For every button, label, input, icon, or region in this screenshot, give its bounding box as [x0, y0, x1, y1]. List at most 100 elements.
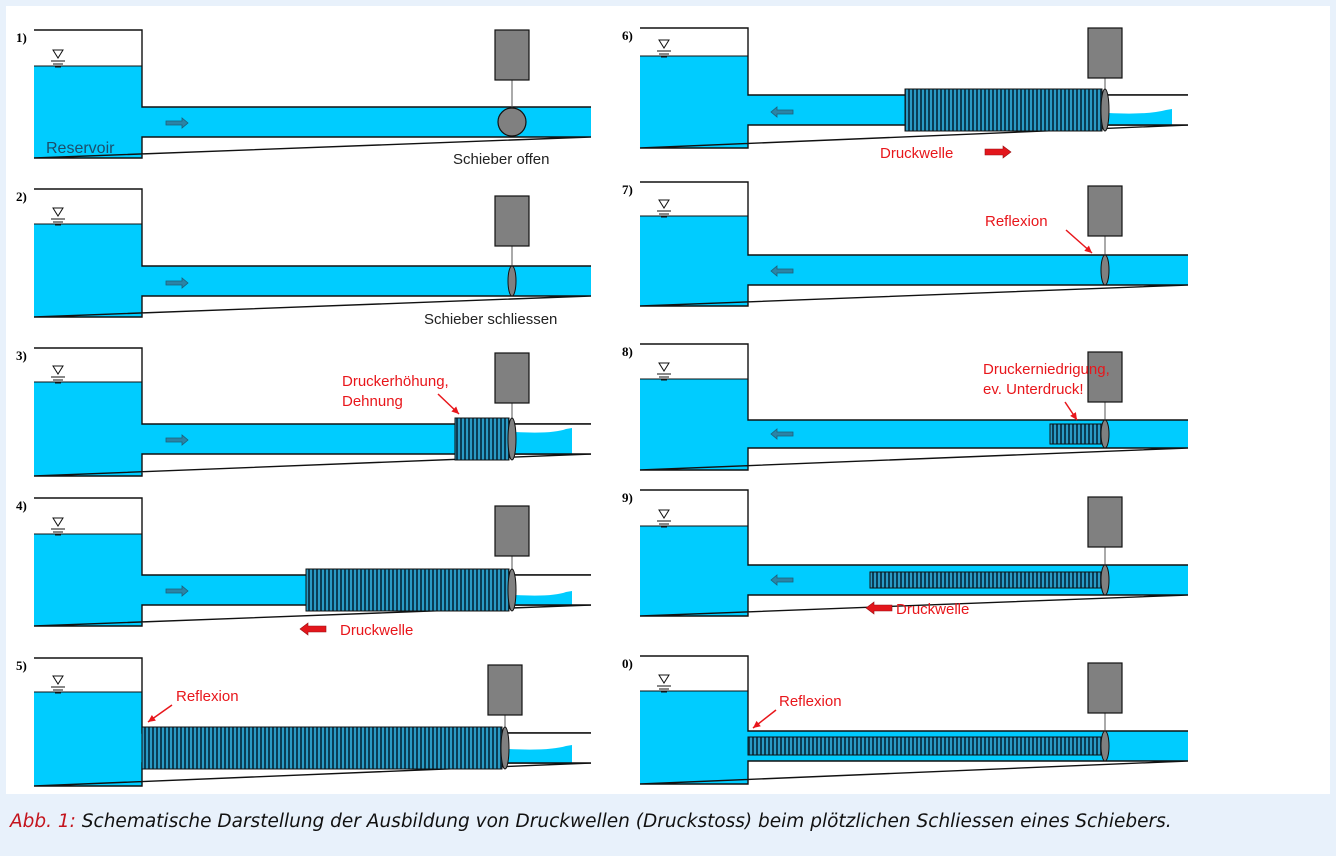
panel-10: 0) Reflexion: [622, 655, 1189, 785]
flow-arrow-icon: [165, 277, 189, 289]
pointer-arrowhead-icon: [753, 720, 761, 728]
gate-valve-closed: [1100, 564, 1110, 596]
panel-3: 3) Druckerhöhung, Dehnung: [16, 347, 592, 477]
gate-actuator: [494, 29, 530, 81]
reservoir-water: [34, 224, 142, 317]
downstream-water: [1108, 109, 1172, 125]
gate-valve-closed: [500, 726, 510, 770]
figure-caption: Abb. 1: Schematische Darstellung der Aus…: [10, 797, 1330, 847]
water-level-icon: [52, 49, 64, 59]
reservoir-label: Reservoir: [46, 140, 115, 157]
pressure-wave-zone: [1049, 423, 1103, 445]
gate-valve-open: [497, 107, 527, 137]
wave-label: Dehnung: [342, 393, 403, 410]
reservoir-outline: [33, 347, 592, 477]
panel-6: 6) Druckwelle: [622, 27, 1189, 162]
gate-actuator: [1087, 662, 1123, 714]
flow-arrow-icon: [770, 265, 794, 277]
pressure-wave-zone: [747, 736, 1103, 756]
reservoir-water: [34, 382, 142, 476]
wave-label: Druckwelle: [896, 601, 969, 618]
panel-number: 7): [622, 182, 633, 197]
water-level-icon: [52, 207, 64, 217]
reservoir-water: [640, 691, 748, 784]
pressure-wave-zone: [305, 568, 510, 612]
panel-number: 9): [622, 490, 633, 505]
reservoir-outline: [33, 188, 592, 318]
gate-actuator: [494, 195, 530, 247]
reservoir-outline: [639, 181, 1189, 307]
caption-text: Schematische Darstellung der Ausbildung …: [81, 811, 1172, 832]
panel-9: 9) Druckwelle: [622, 489, 1189, 618]
wave-label: Druckerhöhung,: [342, 373, 449, 390]
flow-arrow-icon: [770, 574, 794, 586]
reflexion-label: Reflexion: [985, 213, 1048, 230]
gate-valve-closed: [1100, 88, 1110, 132]
gate-actuator: [1087, 496, 1123, 548]
pointer-arrowhead-icon: [148, 714, 156, 722]
reflexion-label: Reflexion: [779, 693, 842, 710]
pressure-wave-zone: [141, 726, 503, 770]
reservoir-water: [640, 379, 748, 470]
panel-number: 8): [622, 344, 633, 359]
panel-number: 1): [16, 30, 27, 45]
reservoir-water: [34, 66, 142, 158]
pointer-arrowhead-icon: [1084, 245, 1092, 253]
pointer-arrowhead-icon: [451, 406, 459, 414]
reservoir-water: [34, 692, 142, 786]
water-hammer-figure: 1) Reservoir Schieber offen 2) Schieber schl…: [6, 6, 1330, 794]
reservoir-water: [34, 534, 142, 626]
gate-actuator: [1087, 185, 1123, 237]
reservoir-water: [640, 216, 748, 306]
panel-2: 2) Schieber schliessen: [16, 188, 592, 328]
water-level-icon: [658, 509, 670, 519]
flow-arrow-icon: [165, 585, 189, 597]
reservoir-water: [640, 526, 748, 616]
downstream-water: [515, 428, 572, 454]
panel-number: 5): [16, 658, 27, 673]
wave-label: Druckerniedrigung,: [983, 361, 1110, 378]
gate-valve-closed: [1100, 419, 1110, 449]
pointer-arrowhead-icon: [1070, 412, 1077, 420]
gate-actuator: [487, 664, 523, 716]
wave-label: ev. Unterdruck!: [983, 381, 1084, 398]
panel-8: 8) Druckerniedrigung, ev. Unterdruck!: [622, 343, 1189, 471]
gate-state-label: Schieber offen: [453, 151, 549, 168]
reservoir-outline: [639, 655, 1189, 785]
panel-number: 2): [16, 189, 27, 204]
gate-actuator: [494, 505, 530, 557]
pressure-wave-zone: [454, 417, 510, 461]
water-hammer-diagram: 1) Reservoir Schieber offen 2) Schieber schl…: [16, 27, 1189, 787]
panel-5: 5) Reflexion: [16, 657, 592, 787]
pipe-water: [748, 420, 1188, 448]
reflexion-label: Reflexion: [176, 688, 239, 705]
pipe-water: [142, 266, 591, 296]
panel-number: 3): [16, 348, 27, 363]
pressure-wave-zone: [904, 88, 1103, 132]
panel-number: 4): [16, 498, 27, 513]
pressure-wave-zone: [869, 571, 1103, 589]
flow-arrow-icon: [770, 428, 794, 440]
wave-label: Druckwelle: [880, 145, 953, 162]
flow-arrow-icon: [770, 106, 794, 118]
gate-valve-closed: [1100, 730, 1110, 762]
panel-1: 1) Reservoir Schieber offen: [16, 29, 592, 168]
wave-label: Druckwelle: [340, 622, 413, 639]
water-level-icon: [52, 365, 64, 375]
water-level-icon: [658, 362, 670, 372]
gate-valve-closed: [507, 417, 517, 461]
panel-number: 0): [622, 656, 633, 671]
water-level-icon: [658, 39, 670, 49]
gate-state-label: Schieber schliessen: [424, 311, 557, 328]
caption-label: Abb. 1:: [10, 811, 76, 832]
pipe-water: [748, 255, 1188, 285]
flow-arrow-icon: [165, 434, 189, 446]
water-level-icon: [52, 517, 64, 527]
red-arrow-icon: [865, 601, 893, 615]
red-arrow-icon: [299, 622, 327, 636]
water-level-icon: [658, 199, 670, 209]
reservoir-outline: [33, 29, 592, 159]
water-level-icon: [658, 674, 670, 684]
gate-valve-closed: [507, 265, 517, 297]
panel-4: 4) Druckwelle: [16, 497, 592, 639]
